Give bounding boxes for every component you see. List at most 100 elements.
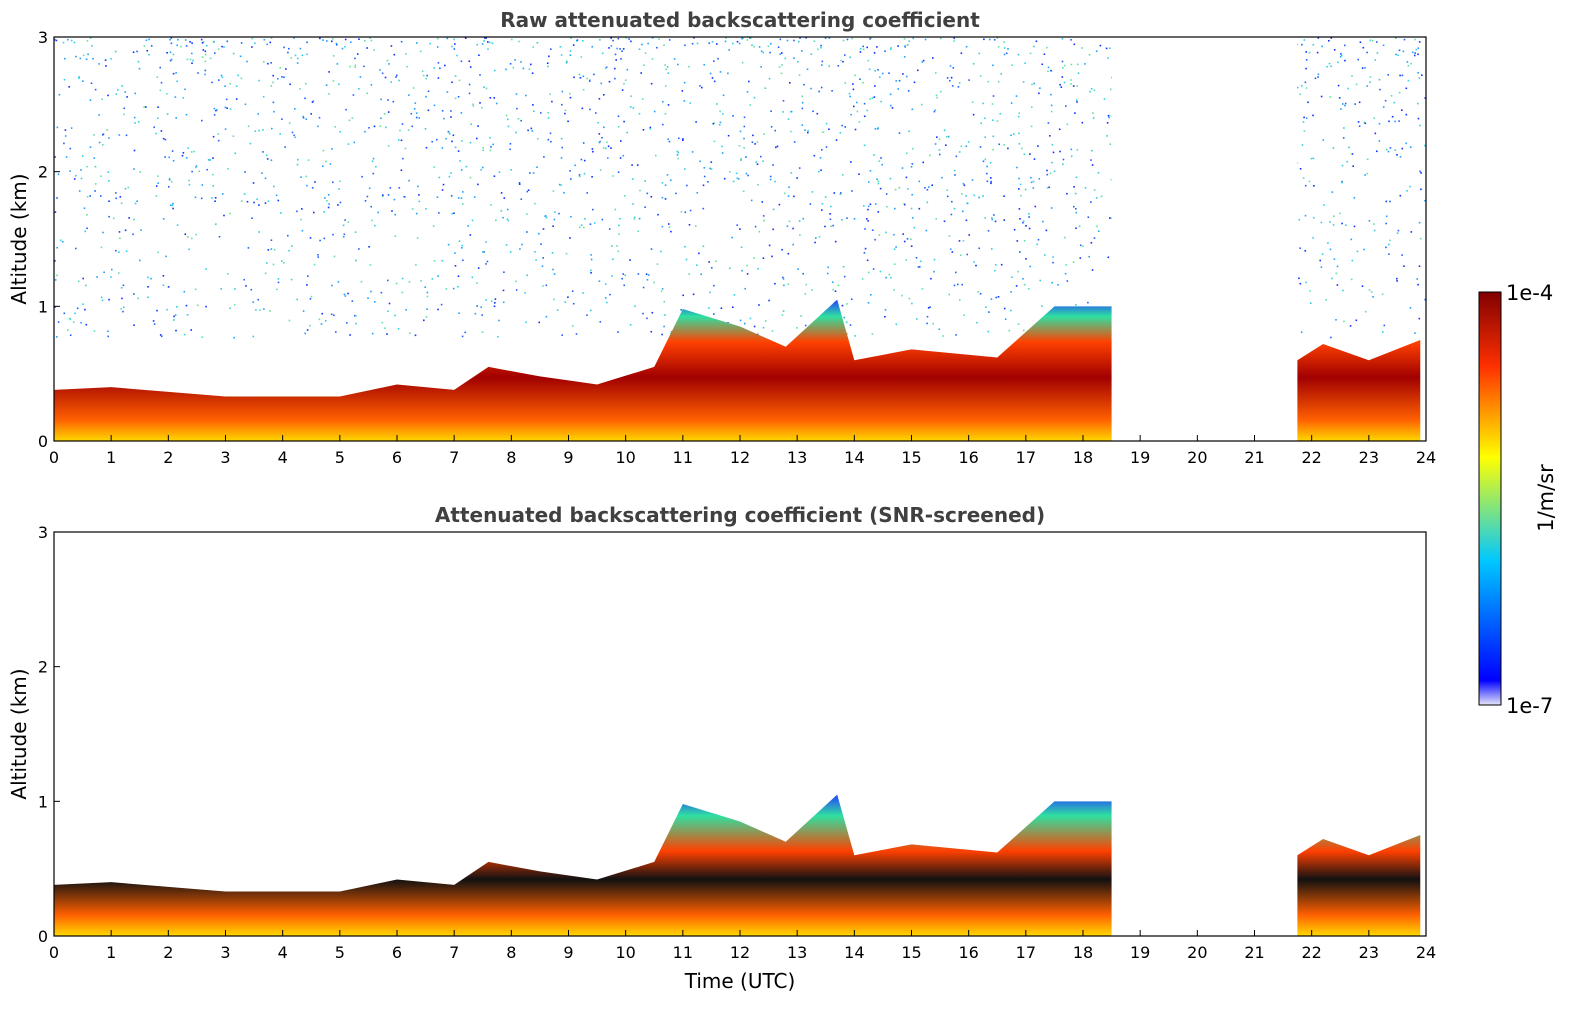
x-tick-label: 8 (506, 943, 516, 962)
noise-speck (630, 40, 632, 43)
noise-speck (992, 95, 995, 97)
noise-speck (1415, 48, 1418, 51)
noise-speck (1342, 137, 1345, 139)
noise-speck (957, 86, 960, 88)
noise-speck (877, 127, 879, 129)
noise-speck (332, 38, 334, 40)
noise-speck (157, 175, 159, 177)
noise-speck (696, 42, 699, 45)
noise-speck (459, 160, 461, 162)
panel2-xlabel: Time (UTC) (684, 969, 796, 993)
noise-speck (183, 290, 186, 293)
noise-speck (534, 251, 536, 253)
noise-speck (233, 303, 236, 306)
noise-speck (1304, 184, 1307, 187)
noise-speck (552, 190, 555, 192)
noise-speck (812, 110, 814, 113)
noise-speck (94, 183, 97, 185)
noise-speck (1109, 143, 1112, 145)
noise-speck (1353, 225, 1356, 228)
noise-speck (592, 208, 594, 211)
noise-speck (397, 328, 400, 330)
noise-speck (569, 50, 572, 52)
noise-speck (356, 53, 359, 55)
noise-speck (1033, 158, 1036, 160)
noise-speck (457, 150, 460, 152)
x-tick-label: 5 (335, 943, 345, 962)
x-tick-label: 21 (1244, 943, 1264, 962)
noise-speck (560, 157, 563, 159)
noise-speck (1017, 323, 1020, 325)
noise-speck (108, 298, 110, 301)
noise-speck (160, 81, 163, 84)
noise-speck (1312, 157, 1315, 160)
noise-speck (828, 65, 830, 67)
noise-speck (617, 37, 620, 40)
noise-speck (1312, 217, 1315, 219)
noise-speck (688, 65, 690, 68)
noise-speck (1070, 79, 1072, 81)
noise-speck (527, 189, 530, 191)
noise-speck (489, 149, 492, 152)
noise-speck (965, 45, 968, 48)
noise-speck (361, 175, 363, 178)
noise-speck (617, 331, 619, 333)
noise-speck (299, 88, 301, 90)
noise-speck (656, 263, 659, 265)
noise-speck (75, 247, 77, 250)
noise-speck (1046, 169, 1048, 172)
noise-speck (737, 178, 740, 180)
noise-speck (1019, 183, 1022, 186)
noise-speck (815, 237, 817, 239)
noise-speck (799, 37, 801, 39)
noise-speck (220, 74, 223, 77)
noise-speck (102, 231, 104, 234)
noise-speck (253, 201, 255, 204)
noise-speck (570, 37, 572, 39)
noise-speck (1378, 140, 1381, 142)
noise-speck (420, 280, 422, 282)
noise-speck (935, 72, 937, 74)
noise-speck (69, 318, 72, 321)
noise-speck (371, 160, 374, 163)
noise-speck (171, 150, 174, 152)
noise-speck (1003, 53, 1006, 56)
noise-speck (137, 121, 140, 123)
x-tick-label: 1 (106, 943, 116, 962)
noise-speck (400, 139, 403, 142)
noise-speck (813, 154, 816, 157)
noise-speck (1349, 325, 1352, 327)
noise-speck (807, 131, 809, 134)
noise-speck (907, 188, 909, 190)
noise-speck (509, 148, 511, 151)
noise-speck (407, 129, 410, 131)
noise-speck (663, 300, 666, 303)
noise-speck (632, 203, 634, 205)
noise-speck (519, 248, 521, 250)
noise-speck (793, 57, 795, 59)
noise-speck (661, 288, 664, 290)
noise-speck (584, 218, 586, 220)
noise-speck (1012, 133, 1015, 135)
noise-speck (468, 60, 471, 62)
noise-speck (1037, 238, 1040, 241)
noise-speck (986, 172, 988, 175)
noise-speck (948, 293, 950, 296)
x-tick-label: 10 (615, 943, 635, 962)
noise-speck (829, 218, 832, 221)
noise-speck (762, 51, 765, 54)
noise-speck (1368, 289, 1371, 291)
noise-speck (115, 249, 117, 252)
noise-speck (590, 254, 592, 256)
noise-speck (327, 194, 330, 196)
noise-speck (1386, 148, 1388, 151)
noise-speck (166, 308, 168, 311)
noise-speck (965, 145, 968, 147)
noise-speck (826, 272, 829, 275)
noise-speck (1299, 93, 1301, 96)
noise-speck (185, 304, 188, 307)
noise-speck (1070, 148, 1073, 151)
noise-speck (878, 160, 881, 162)
noise-speck (490, 300, 493, 303)
noise-speck (1034, 205, 1037, 208)
